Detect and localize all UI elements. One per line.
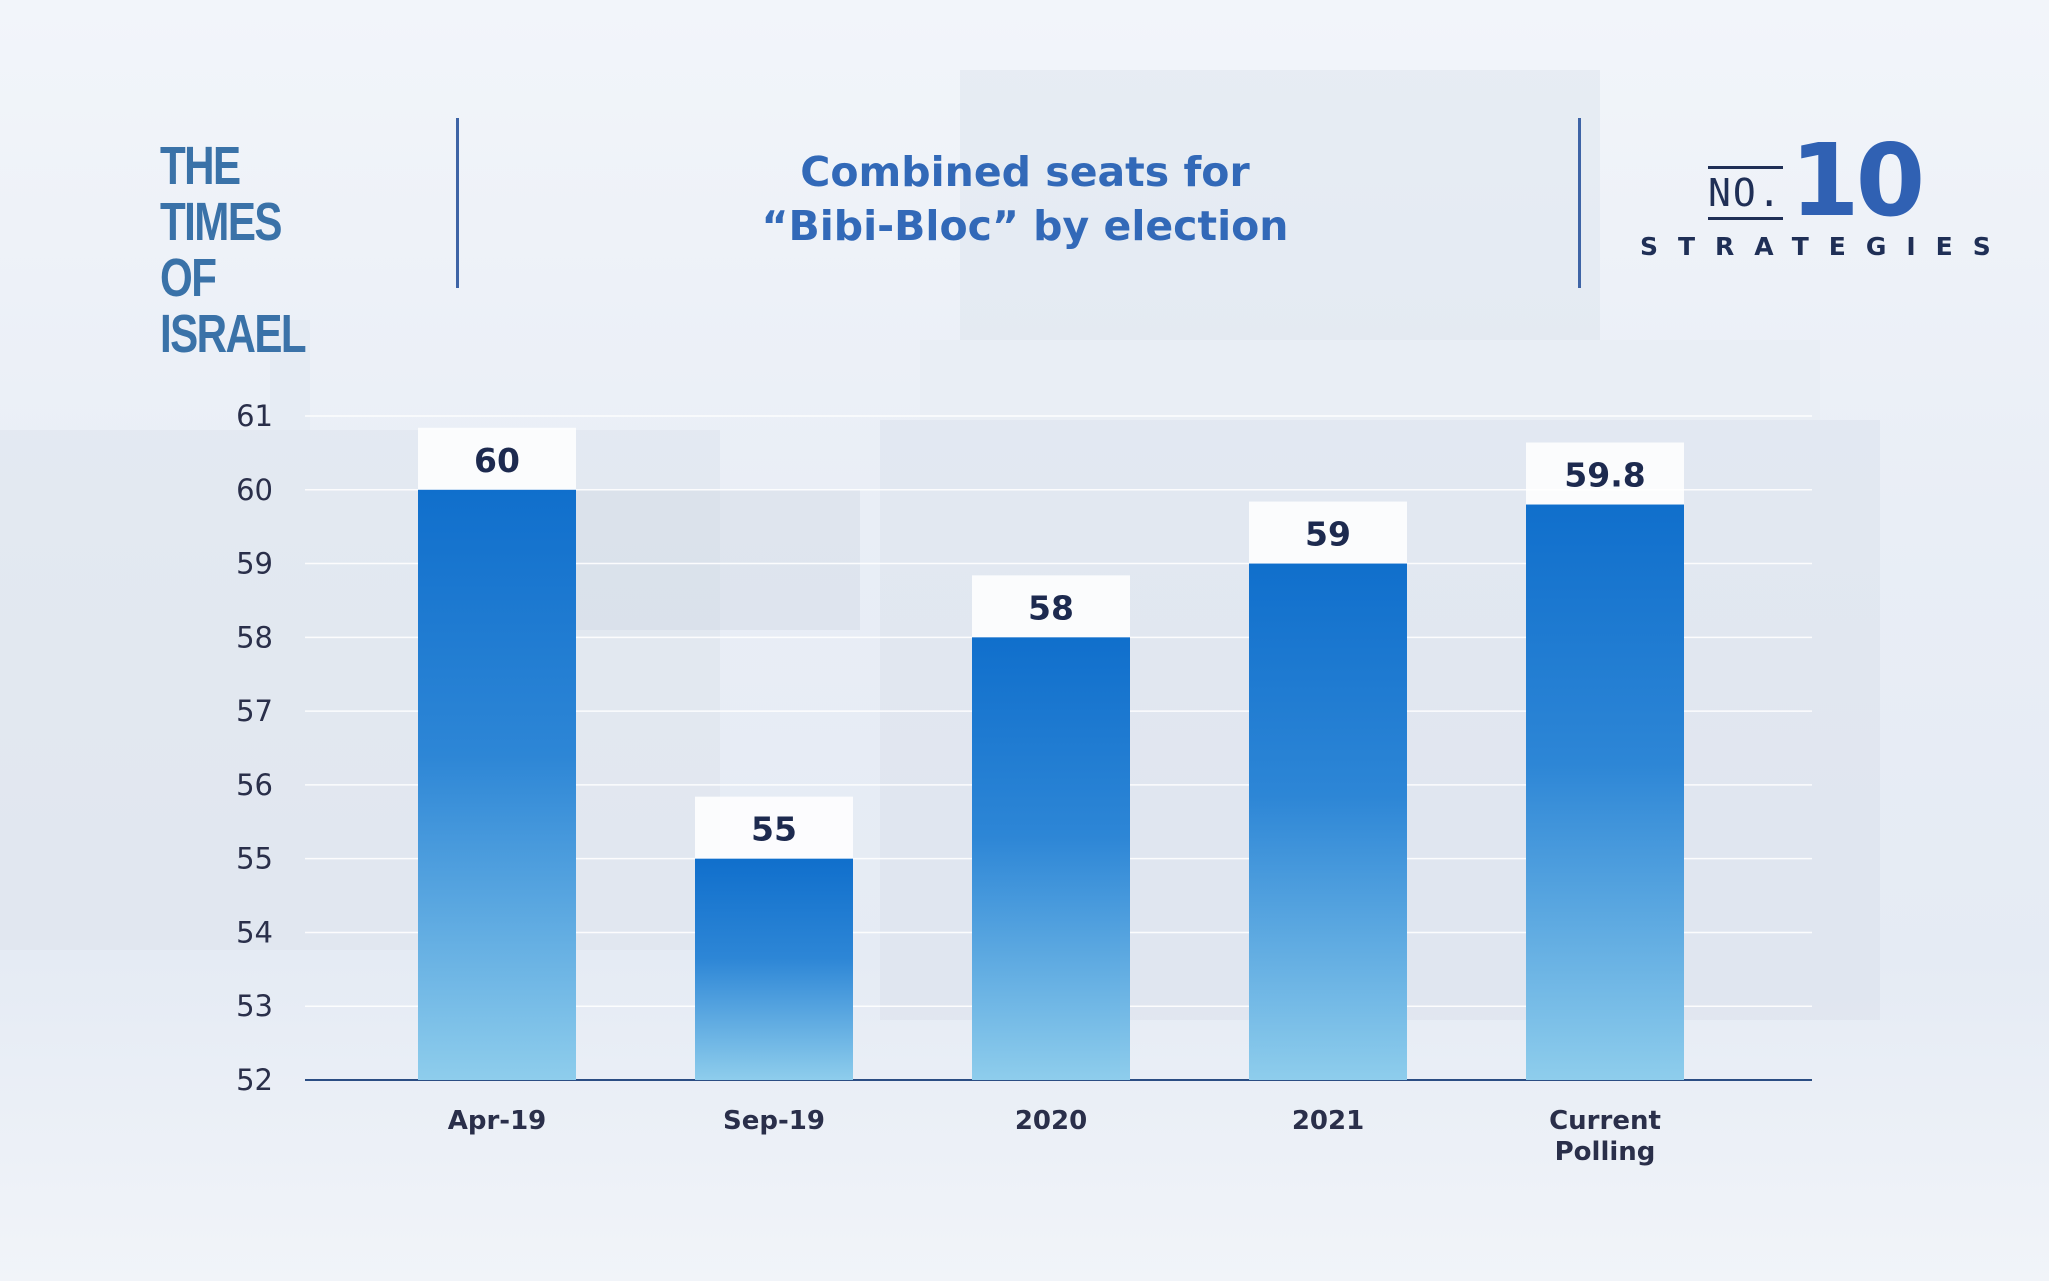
x-tick-label: 2021 [1292, 1106, 1364, 1136]
y-tick-label: 58 [236, 620, 273, 654]
y-tick-label: 57 [236, 694, 273, 728]
y-tick-label: 56 [236, 768, 273, 802]
data-label: 60 [474, 441, 520, 480]
data-label-box [418, 427, 576, 490]
data-label-box [972, 575, 1130, 638]
y-tick-label: 60 [236, 473, 273, 507]
divider-left [456, 118, 459, 288]
logo-line-2: OF ISRAEL [160, 248, 307, 364]
publisher-logo: THE TIMES OF ISRAEL [160, 138, 332, 362]
brand-subtitle: STRATEGIES [1640, 232, 2011, 261]
brand-logo: NO. 10 STRATEGIES [1640, 126, 1991, 270]
bars: 60 55 58 59 59.8 [418, 427, 1684, 1080]
title-line-2: “Bibi-Bloc” by election [761, 202, 1289, 250]
data-label: 59 [1305, 515, 1351, 554]
bar [972, 637, 1130, 1080]
x-tick-label: Apr-19 [448, 1106, 547, 1136]
x-tick-label: Polling [1555, 1137, 1656, 1167]
brand-no: NO. [1708, 166, 1783, 220]
y-tick-label: 53 [236, 989, 273, 1023]
data-label-box [1249, 501, 1407, 564]
chart-title: Combined seats for “Bibi-Bloc” by electi… [560, 145, 1490, 253]
bar [1249, 563, 1407, 1080]
bar [1526, 504, 1684, 1080]
title-line-1: Combined seats for [800, 148, 1250, 196]
y-tick-label: 55 [236, 842, 273, 876]
data-label-box [1526, 442, 1684, 505]
bar [418, 489, 576, 1080]
x-tick-label: Current [1549, 1106, 1661, 1136]
y-axis: 52 53 54 55 56 57 58 59 60 61 [236, 399, 273, 1097]
brand-number: 10 [1790, 122, 1925, 239]
data-label: 58 [1028, 588, 1074, 627]
logo-line-1: THE TIMES [160, 136, 282, 252]
data-label: 59.8 [1564, 456, 1645, 495]
y-tick-label: 52 [236, 1063, 273, 1097]
y-tick-label: 59 [236, 547, 273, 581]
x-tick-label: Sep-19 [723, 1106, 825, 1136]
data-label: 55 [751, 810, 797, 849]
x-tick-label: 2020 [1015, 1106, 1087, 1136]
bar [695, 858, 853, 1080]
y-tick-label: 61 [236, 399, 273, 433]
y-tick-label: 54 [236, 915, 273, 949]
divider-right [1578, 118, 1581, 288]
data-label-box [695, 796, 853, 859]
